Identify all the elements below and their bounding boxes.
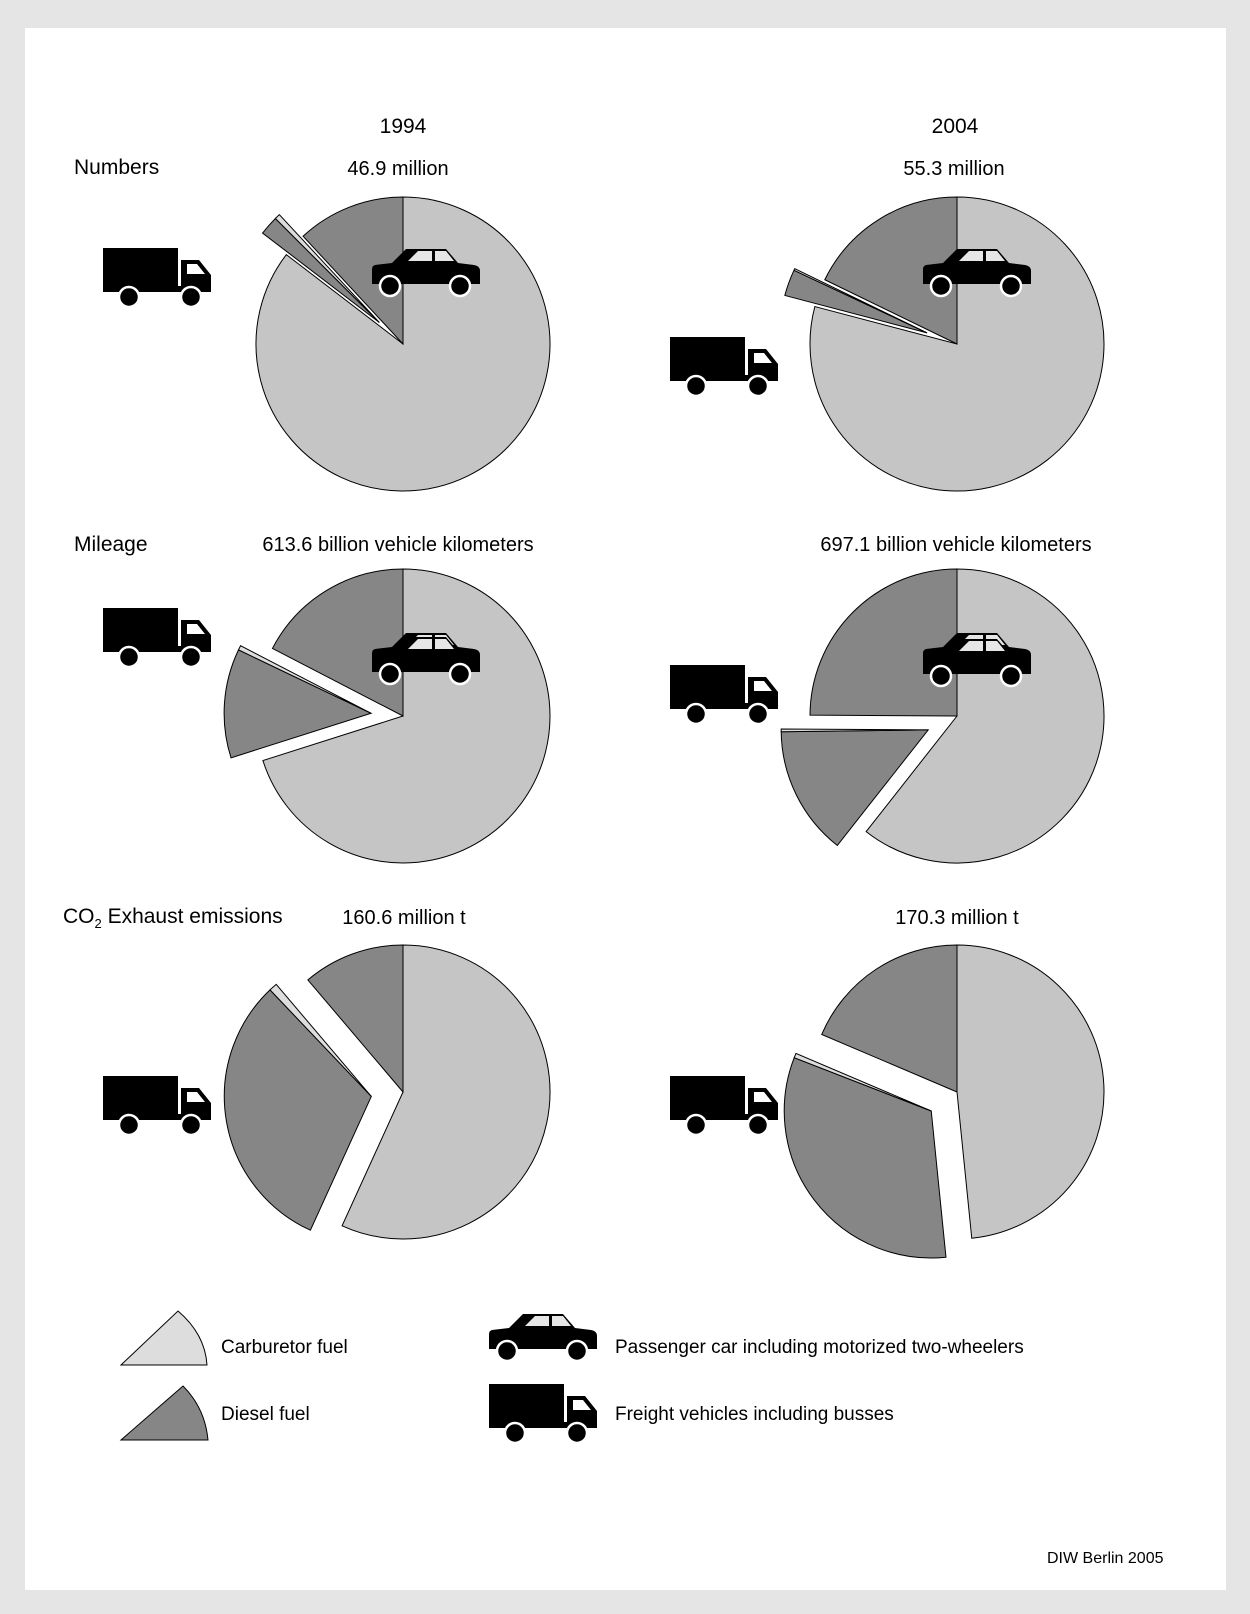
legend-label-passenger: Passenger car including motorized two-wh… bbox=[615, 1337, 1024, 1358]
total-mileage-2004: 697.1 billion vehicle kilometers bbox=[820, 534, 1092, 556]
pie-slice-freight-diesel bbox=[783, 1057, 947, 1259]
truck-icon bbox=[668, 335, 780, 398]
row-label-mileage: Mileage bbox=[74, 533, 148, 556]
pie-slice-passenger-petrol bbox=[865, 568, 1105, 864]
pie-slice-passenger-diesel bbox=[821, 944, 958, 1093]
pie-slice-passenger-diesel bbox=[809, 568, 958, 717]
legend-label-carburetor: Carburetor fuel bbox=[221, 1337, 348, 1358]
pie-slice-freight-petrol bbox=[269, 983, 372, 1097]
pie-slice-freight-diesel bbox=[223, 989, 372, 1231]
total-numbers-2004: 55.3 million bbox=[903, 158, 1005, 180]
legend-label-diesel: Diesel fuel bbox=[221, 1404, 310, 1425]
row-label-co2: CO2 Exhaust emissions bbox=[63, 905, 283, 932]
total-co2-2004: 170.3 million t bbox=[895, 907, 1019, 929]
pie-slice-freight-petrol bbox=[780, 728, 929, 733]
pie-slice-passenger-diesel bbox=[271, 568, 404, 717]
source-note: DIW Berlin 2005 bbox=[1047, 1550, 1164, 1567]
total-numbers-1994: 46.9 million bbox=[347, 158, 449, 180]
legend-truck-icon bbox=[487, 1382, 599, 1445]
legend-label-freight: Freight vehicles including busses bbox=[615, 1404, 894, 1425]
carburetor-wedge-icon bbox=[119, 1310, 208, 1366]
pie-slice-passenger-petrol bbox=[341, 944, 551, 1240]
pie-slice-freight-petrol bbox=[237, 645, 372, 714]
legend-car-icon bbox=[487, 1312, 599, 1363]
pie-slice-passenger-diesel bbox=[302, 196, 404, 346]
pie-slice-freight-petrol bbox=[793, 267, 928, 334]
pie-slice-freight-petrol bbox=[274, 213, 380, 323]
column-header-2004: 2004 bbox=[931, 115, 979, 138]
pie-slice-freight-diesel bbox=[780, 729, 930, 847]
pie-slice-freight-diesel bbox=[223, 649, 373, 759]
truck-icon bbox=[101, 606, 213, 669]
pie-slice-passenger-petrol bbox=[956, 944, 1105, 1239]
column-header-1994: 1994 bbox=[379, 115, 427, 138]
truck-icon bbox=[101, 1074, 213, 1137]
pie-slice-passenger-diesel bbox=[824, 196, 958, 345]
total-mileage-1994: 613.6 billion vehicle kilometers bbox=[262, 534, 534, 556]
truck-icon bbox=[668, 1074, 780, 1137]
row-label-numbers: Numbers bbox=[74, 156, 160, 179]
diesel-wedge-icon bbox=[119, 1385, 209, 1441]
truck-icon bbox=[101, 246, 213, 309]
pie-slice-passenger-petrol bbox=[262, 568, 551, 864]
total-co2-1994: 160.6 million t bbox=[342, 907, 466, 929]
truck-icon bbox=[668, 663, 780, 726]
pie-slice-freight-petrol bbox=[793, 1052, 932, 1112]
pie-slice-passenger-diesel bbox=[307, 944, 404, 1094]
